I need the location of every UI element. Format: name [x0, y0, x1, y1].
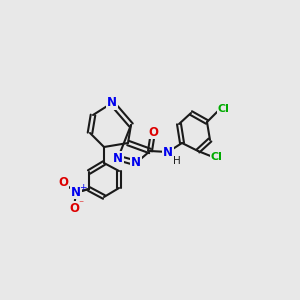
Text: N: N: [71, 185, 81, 199]
Text: H: H: [173, 156, 181, 166]
Text: Cl: Cl: [217, 104, 229, 114]
Text: +: +: [79, 184, 87, 193]
Text: N: N: [113, 152, 123, 164]
Text: N: N: [107, 97, 117, 110]
Text: O: O: [58, 176, 68, 190]
Text: N: N: [131, 157, 141, 169]
Text: ⁻: ⁻: [78, 199, 84, 209]
Text: N: N: [163, 146, 173, 158]
Text: O: O: [148, 125, 158, 139]
Text: O: O: [69, 202, 79, 214]
Text: Cl: Cl: [210, 152, 222, 162]
